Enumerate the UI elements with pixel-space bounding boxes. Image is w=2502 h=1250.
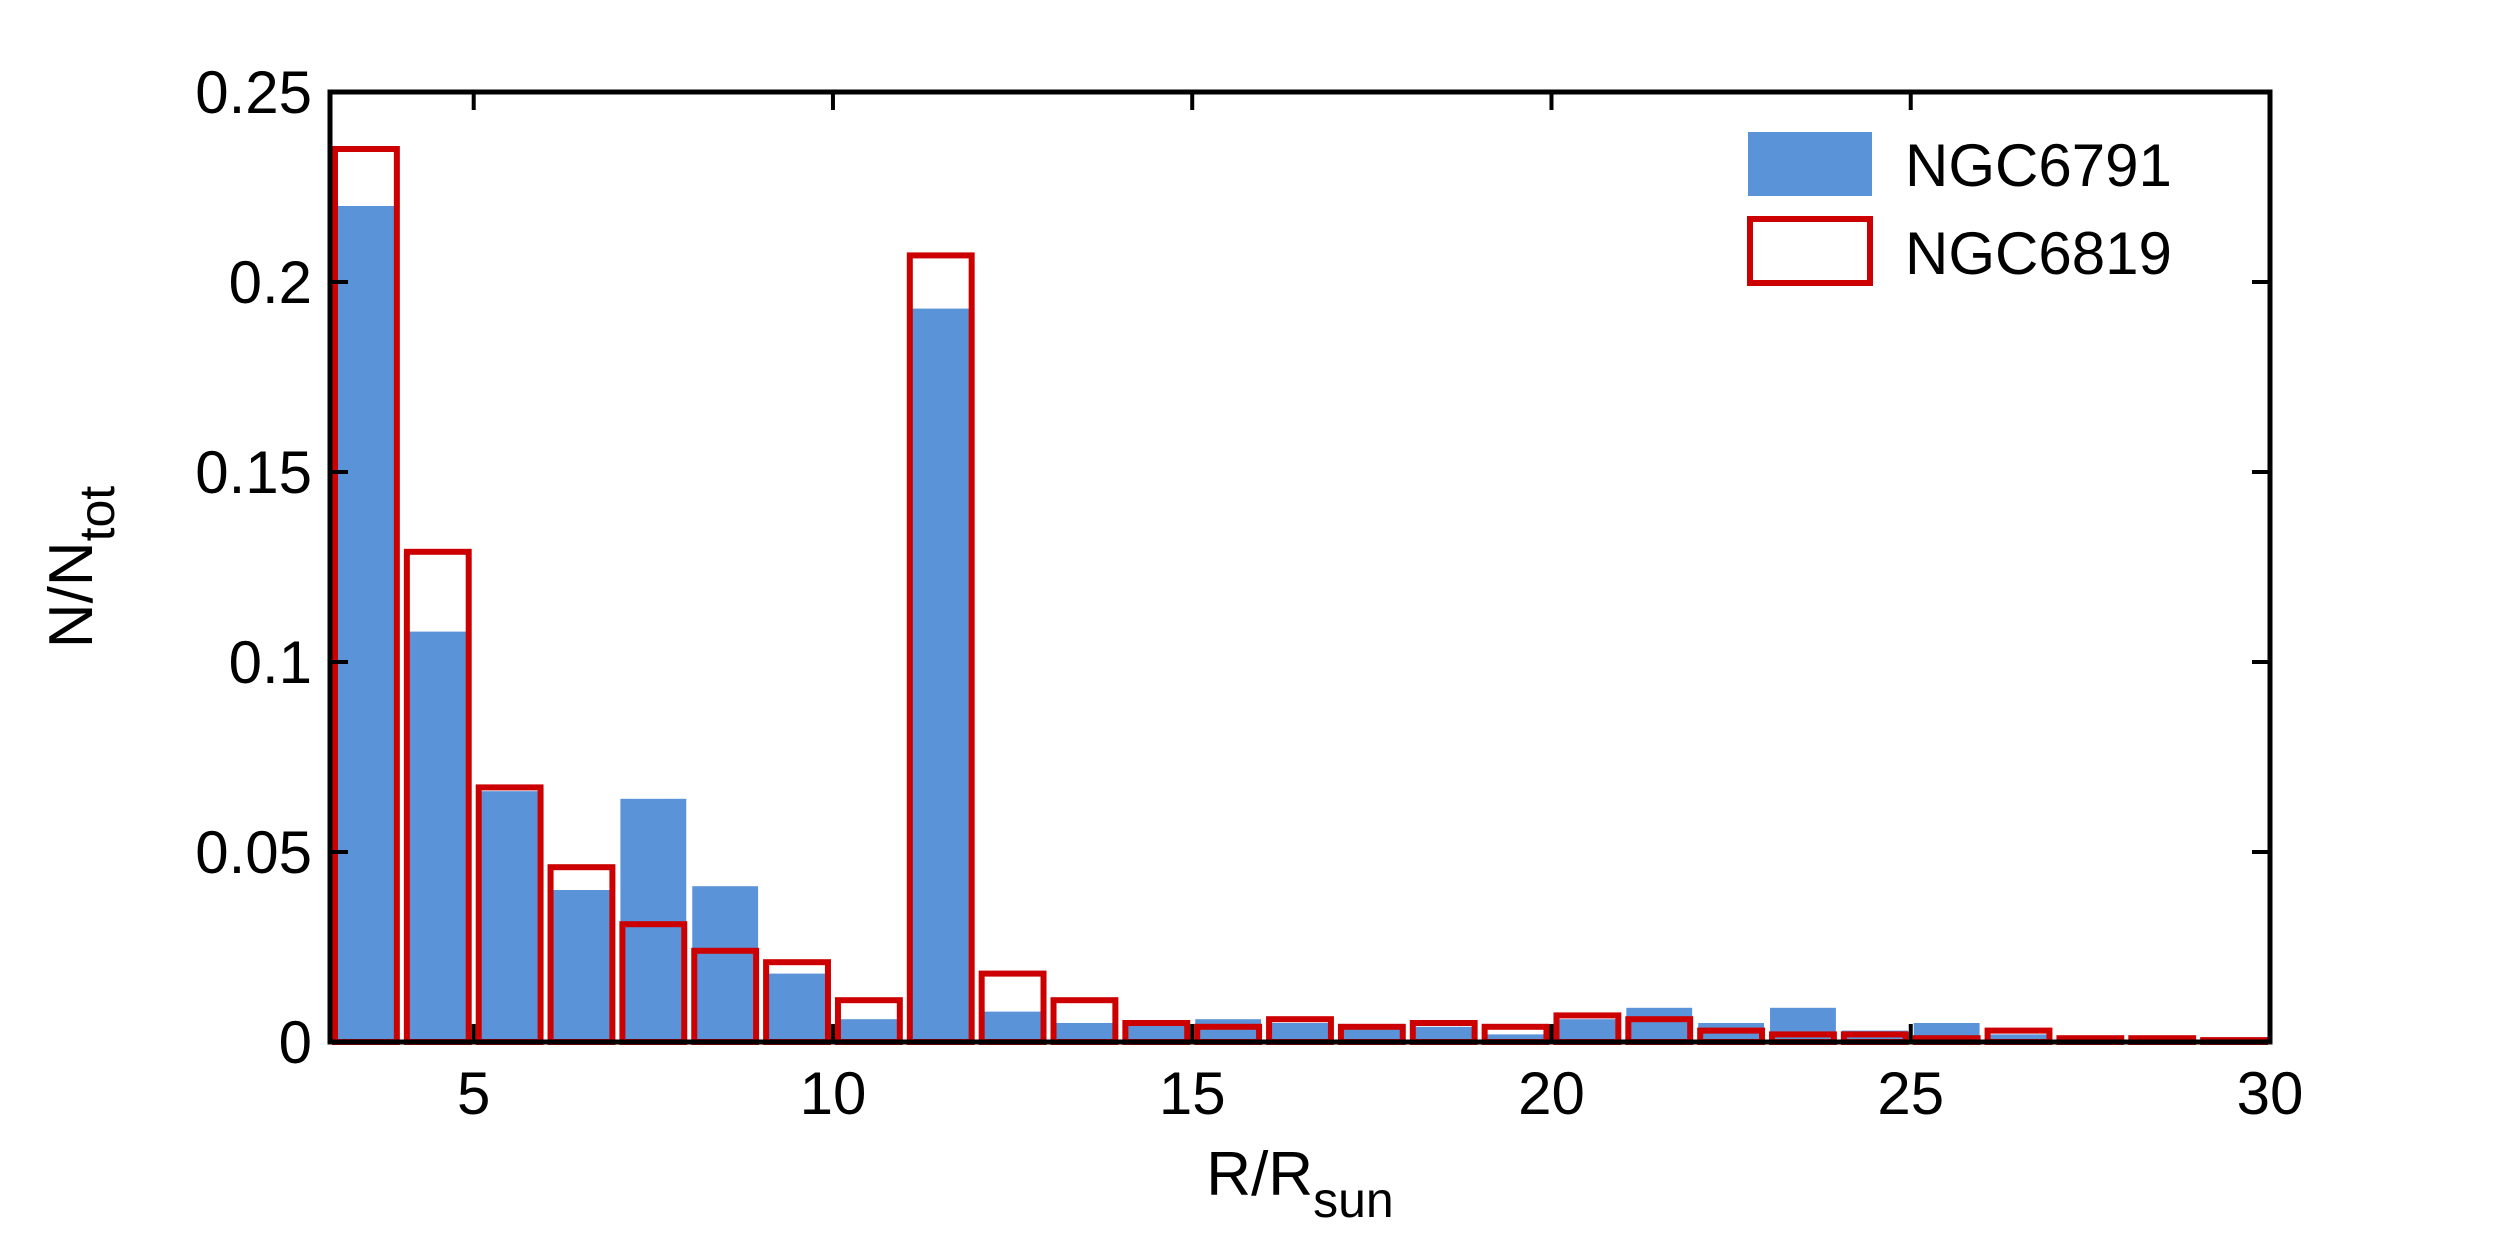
bar-ngc6791	[1338, 1026, 1405, 1042]
y-tick-label: 0.2	[229, 249, 312, 316]
x-tick-label: 15	[1159, 1060, 1226, 1127]
bar-ngc6791	[620, 798, 687, 1042]
bar-ngc6791	[404, 631, 471, 1042]
bar-ngc6791	[1482, 1034, 1549, 1042]
ticks-layer: 5 10 15 20 25 30 0 0.05 0.1 0.15 0.2 0.25	[195, 59, 2303, 1127]
bar-ngc6791	[1267, 1023, 1333, 1042]
y-tick-label: 0.05	[195, 819, 312, 886]
bar-ngc6791	[1195, 1019, 1262, 1042]
bar-ngc6791	[548, 890, 615, 1042]
bar-ngc6791	[476, 791, 543, 1042]
bar-ngc6791	[979, 1011, 1046, 1042]
y-axis-label: N/Ntot	[37, 486, 125, 648]
bar-ngc6791	[835, 1019, 902, 1042]
x-tick-label: 25	[1877, 1060, 1944, 1127]
plot-frame	[327, 89, 2273, 1045]
bar-ngc6791	[907, 308, 974, 1043]
bar-ngc6791	[1123, 1023, 1190, 1042]
bar-ngc6791	[1985, 1034, 2052, 1042]
x-tick-label: 30	[2237, 1060, 2304, 1127]
bar-ngc6791	[1410, 1026, 1477, 1042]
x-axis-label: R/Rsun	[1206, 1140, 1393, 1228]
bar-ngc6791	[1051, 1023, 1118, 1042]
bar-ngc6791	[1626, 1007, 1693, 1042]
y-tick-label: 0	[279, 1009, 312, 1076]
x-tick-label: 5	[457, 1060, 490, 1127]
legend-label-ngc6819: NGC6819	[1905, 220, 2172, 287]
y-tick-label: 0.15	[195, 439, 312, 506]
legend-swatch-ngc6791	[1748, 132, 1872, 196]
y-axis-label-main: N/N	[37, 541, 106, 648]
bar-ngc6791	[764, 973, 830, 1042]
x-axis-label-subscript: sun	[1313, 1172, 1394, 1228]
x-axis-label-main: R/R	[1206, 1140, 1313, 1209]
x-tick-label: 20	[1518, 1060, 1585, 1127]
bar-ngc6791	[1554, 1019, 1621, 1042]
y-tick-label: 0.1	[229, 629, 312, 696]
bar-ngc6791	[333, 206, 399, 1042]
bar-ngc6791	[692, 886, 759, 1042]
bars-layer	[333, 206, 2267, 1043]
legend: NGC6791 NGC6819	[1747, 132, 2172, 287]
legend-swatch-ngc6819	[1747, 216, 1873, 286]
x-tick-label: 10	[800, 1060, 867, 1127]
y-tick-label: 0.25	[195, 59, 312, 126]
y-axis-label-subscript: tot	[69, 486, 125, 542]
legend-label-ngc6791: NGC6791	[1905, 132, 2172, 199]
